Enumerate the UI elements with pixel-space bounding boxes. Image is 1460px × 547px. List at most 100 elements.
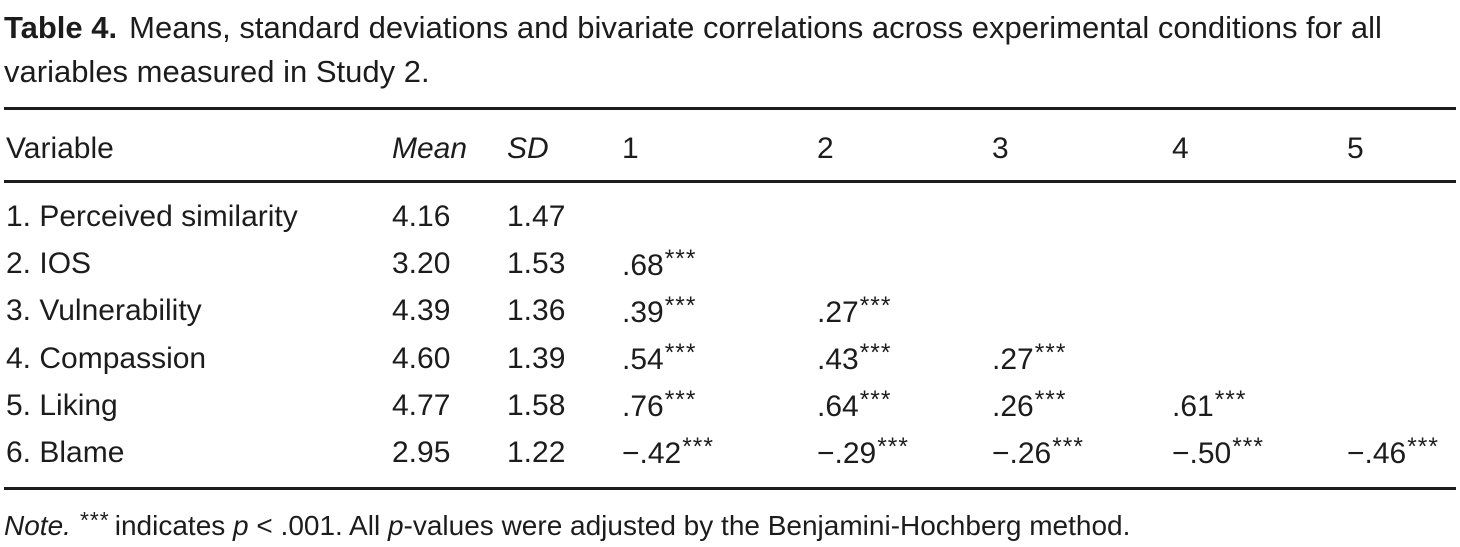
- significance-stars: ***: [664, 292, 697, 320]
- corr-cell-3: −.26***: [990, 429, 1170, 489]
- corr-value: .27: [992, 343, 1034, 377]
- significance-stars: ***: [664, 387, 697, 415]
- corr-cell-5: [1345, 335, 1456, 382]
- note-p-symbol: p: [233, 510, 249, 542]
- col-header-mean: Mean: [390, 108, 505, 183]
- variable-cell: 2. IOS: [6, 247, 92, 281]
- corr-cell-3: [990, 181, 1170, 241]
- significance-stars: ***: [1214, 387, 1247, 415]
- corr-value: −.50: [1172, 437, 1232, 471]
- variable-cell: 6. Blame: [6, 435, 125, 469]
- table-caption-text: Means, standard deviations and bivariate…: [4, 10, 1382, 90]
- corr-cell-5: [1345, 288, 1456, 335]
- mean-cell: 4.16: [392, 200, 451, 234]
- table-row: 4. Compassion 4.60 1.39 .54*** .43*** .2…: [4, 335, 1456, 382]
- corr-cell-2: .43***: [815, 335, 990, 382]
- corr-cell-3: .27***: [990, 335, 1170, 382]
- significance-stars: ***: [1034, 387, 1067, 415]
- col-header-2: 2: [815, 108, 990, 183]
- corr-cell-2: .27***: [815, 288, 990, 335]
- mean-cell: 3.20: [392, 247, 451, 281]
- sd-cell: 1.58: [507, 388, 566, 422]
- significance-stars: ***: [877, 434, 909, 462]
- corr-cell-1: .76***: [620, 382, 815, 429]
- significance-stars: ***: [859, 387, 892, 415]
- corr-cell-1: .54***: [620, 335, 815, 382]
- corr-value: .39: [622, 295, 664, 329]
- corr-cell-1: .68***: [620, 241, 815, 288]
- corr-cell-1: −.42***: [620, 429, 815, 489]
- significance-stars: ***: [1052, 434, 1084, 462]
- corr-cell-5: [1345, 382, 1456, 429]
- corr-cell-5: −.46***: [1345, 429, 1456, 489]
- note-text-1: indicates: [114, 510, 234, 542]
- corr-cell-2: [815, 241, 990, 288]
- corr-cell-2: [815, 181, 990, 241]
- corr-cell-4: [1170, 241, 1345, 288]
- corr-cell-4: [1170, 181, 1345, 241]
- corr-cell-4: −.50***: [1170, 429, 1345, 489]
- note-label: Note.: [4, 510, 71, 542]
- table-row: 5. Liking 4.77 1.58 .76*** .64*** .26***…: [4, 382, 1456, 429]
- variable-cell: 5. Liking: [6, 388, 118, 422]
- table-row: 1. Perceived similarity 4.16 1.47: [4, 181, 1456, 241]
- col-header-sd: SD: [505, 108, 620, 183]
- corr-cell-4: [1170, 335, 1345, 382]
- sd-cell: 1.22: [507, 435, 566, 469]
- note-significance-stars: ***: [79, 507, 110, 534]
- table-caption-label: Table 4.: [4, 10, 118, 45]
- sd-cell: 1.47: [507, 200, 566, 234]
- corr-cell-3: [990, 288, 1170, 335]
- corr-value: −.29: [817, 437, 877, 471]
- corr-value: .76: [622, 390, 664, 424]
- corr-cell-2: .64***: [815, 382, 990, 429]
- corr-value: .43: [817, 343, 859, 377]
- corr-value: .26: [992, 390, 1034, 424]
- table-row: 2. IOS 3.20 1.53 .68***: [4, 241, 1456, 288]
- significance-stars: ***: [1407, 434, 1439, 462]
- table-note: Note. *** indicates p < .001. All p-values…: [4, 506, 1456, 544]
- mean-cell: 4.60: [392, 341, 451, 375]
- note-text-3: -values were adjusted by the Benjamini-H…: [403, 510, 1131, 542]
- mean-cell: 4.39: [392, 294, 451, 328]
- col-header-variable: Variable: [4, 108, 390, 183]
- corr-value: .27: [817, 295, 859, 329]
- corr-value: .54: [622, 343, 664, 377]
- significance-stars: ***: [1034, 339, 1067, 367]
- significance-stars: ***: [859, 339, 892, 367]
- col-header-4: 4: [1170, 108, 1345, 183]
- corr-value: .64: [817, 390, 859, 424]
- table-row: 6. Blame 2.95 1.22 −.42*** −.29*** −.26*…: [4, 429, 1456, 489]
- table-caption: Table 4. Means, standard deviations and b…: [4, 6, 1456, 95]
- corr-cell-4: [1170, 288, 1345, 335]
- note-text-2: < .001. All: [248, 510, 388, 542]
- sd-cell: 1.53: [507, 247, 566, 281]
- mean-cell: 2.95: [392, 435, 451, 469]
- significance-stars: ***: [664, 245, 697, 273]
- corr-cell-5: [1345, 181, 1456, 241]
- correlation-table: Variable Mean SD 1 2 3 4 5 1. Perceived …: [4, 106, 1456, 491]
- header-row: Variable Mean SD 1 2 3 4 5: [4, 108, 1456, 183]
- corr-cell-3: [990, 241, 1170, 288]
- variable-cell: 4. Compassion: [6, 341, 207, 375]
- note-p-symbol: p: [387, 510, 404, 542]
- sd-cell: 1.36: [507, 294, 566, 328]
- corr-value: −.42: [622, 437, 682, 471]
- mean-cell: 4.77: [392, 388, 451, 422]
- significance-stars: ***: [1232, 434, 1264, 462]
- col-header-1: 1: [620, 108, 815, 183]
- corr-value: .61: [1172, 390, 1214, 424]
- table-row: 3. Vulnerability 4.39 1.36 .39*** .27***: [4, 288, 1456, 335]
- sd-cell: 1.39: [507, 341, 566, 375]
- corr-value: .68: [622, 248, 664, 282]
- corr-cell-4: .61***: [1170, 382, 1345, 429]
- significance-stars: ***: [859, 292, 892, 320]
- corr-value: −.46: [1347, 437, 1407, 471]
- corr-value: −.26: [992, 437, 1052, 471]
- corr-cell-3: .26***: [990, 382, 1170, 429]
- corr-cell-1: [620, 181, 815, 241]
- significance-stars: ***: [664, 339, 697, 367]
- corr-cell-1: .39***: [620, 288, 815, 335]
- col-header-5: 5: [1345, 108, 1456, 183]
